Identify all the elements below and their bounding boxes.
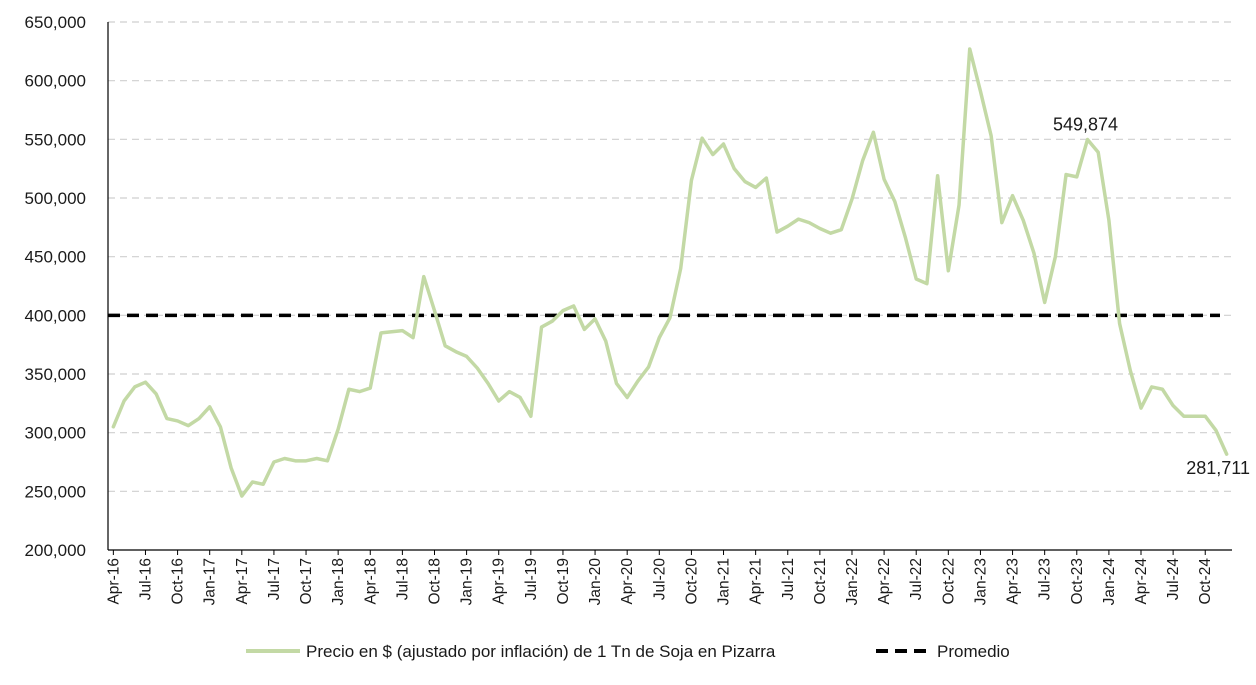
y-tick-label: 500,000 [25,189,86,208]
series-layer [111,47,1229,498]
x-tick-label: Jul-24 [1165,558,1182,601]
x-tick-label: Oct-19 [555,558,572,605]
y-tick-label: 250,000 [25,482,86,501]
x-tick-label: Jan-23 [972,558,989,605]
x-tick-label: Oct-17 [298,558,315,605]
x-tick-label: Apr-24 [1133,558,1150,605]
data-label-annotation: 281,711 [1186,458,1250,478]
axes [107,22,1232,555]
x-tick-label: Jul-19 [523,558,540,600]
y-tick-label: 300,000 [25,424,86,443]
x-tick-label: Jan-24 [1101,558,1118,606]
x-tick-label: Apr-18 [362,558,379,605]
x-tick-label: Jul-17 [266,558,283,600]
x-tick-label: Jan-19 [459,558,476,605]
x-tick-label: Apr-19 [491,558,508,605]
gridlines [108,21,1232,492]
x-tick-label: Jul-16 [137,558,154,600]
x-tick-label: Oct-24 [1197,558,1214,605]
y-tick-label: 600,000 [25,72,86,91]
x-tick-label: Jul-21 [780,558,797,600]
y-tick-label: 450,000 [25,248,86,267]
x-tick-label: Oct-18 [426,558,443,605]
legend-label-price: Precio en $ (ajustado por inflación) de … [306,642,776,661]
price-series-line [111,47,1229,498]
x-tick-label: Oct-23 [1069,558,1086,605]
legend-label-average: Promedio [937,642,1010,661]
x-tick-label: Oct-16 [170,558,187,605]
x-tick-label: Jan-20 [587,558,604,606]
x-tick-label: Apr-20 [619,558,636,605]
y-tick-label: 400,000 [25,306,86,325]
annotations: 549,874 281,711 [1053,114,1250,478]
x-tick-label: Jan-22 [844,558,861,605]
x-tick-label: Jul-22 [908,558,925,600]
x-tick-label: Apr-22 [876,558,893,605]
x-tick-label: Oct-20 [683,558,700,605]
x-tick-label: Jul-23 [1037,558,1054,600]
y-tick-label: 350,000 [25,365,86,384]
x-tick-label: Apr-17 [234,558,251,605]
legend: Precio en $ (ajustado por inflación) de … [246,642,1010,661]
x-tick-labels: Apr-16 Jul-16 Oct-16 Jan-17 Apr-17 Jul-17 Oct-… [105,558,1214,606]
x-tick-label: Apr-16 [105,558,122,605]
x-tick-label: Apr-23 [1005,558,1022,605]
x-tick-label: Oct-21 [812,558,829,605]
y-tick-labels: 200,000 250,000 300,000 350,000 400,000 450,0… [25,13,86,560]
x-tick-label: Jul-20 [651,558,668,601]
y-tick-label: 650,000 [25,13,86,32]
data-label-annotation: 549,874 [1053,114,1118,134]
x-tick-label: Jan-18 [330,558,347,605]
x-tick-label: Jul-18 [394,558,411,600]
y-tick-label: 200,000 [25,541,86,560]
x-tick-label: Oct-22 [940,558,957,605]
x-tick-label: Jan-17 [202,558,219,605]
x-tick-label: Jan-21 [716,558,733,605]
y-tick-label: 550,000 [25,130,86,149]
x-tick-label: Apr-21 [748,558,765,605]
